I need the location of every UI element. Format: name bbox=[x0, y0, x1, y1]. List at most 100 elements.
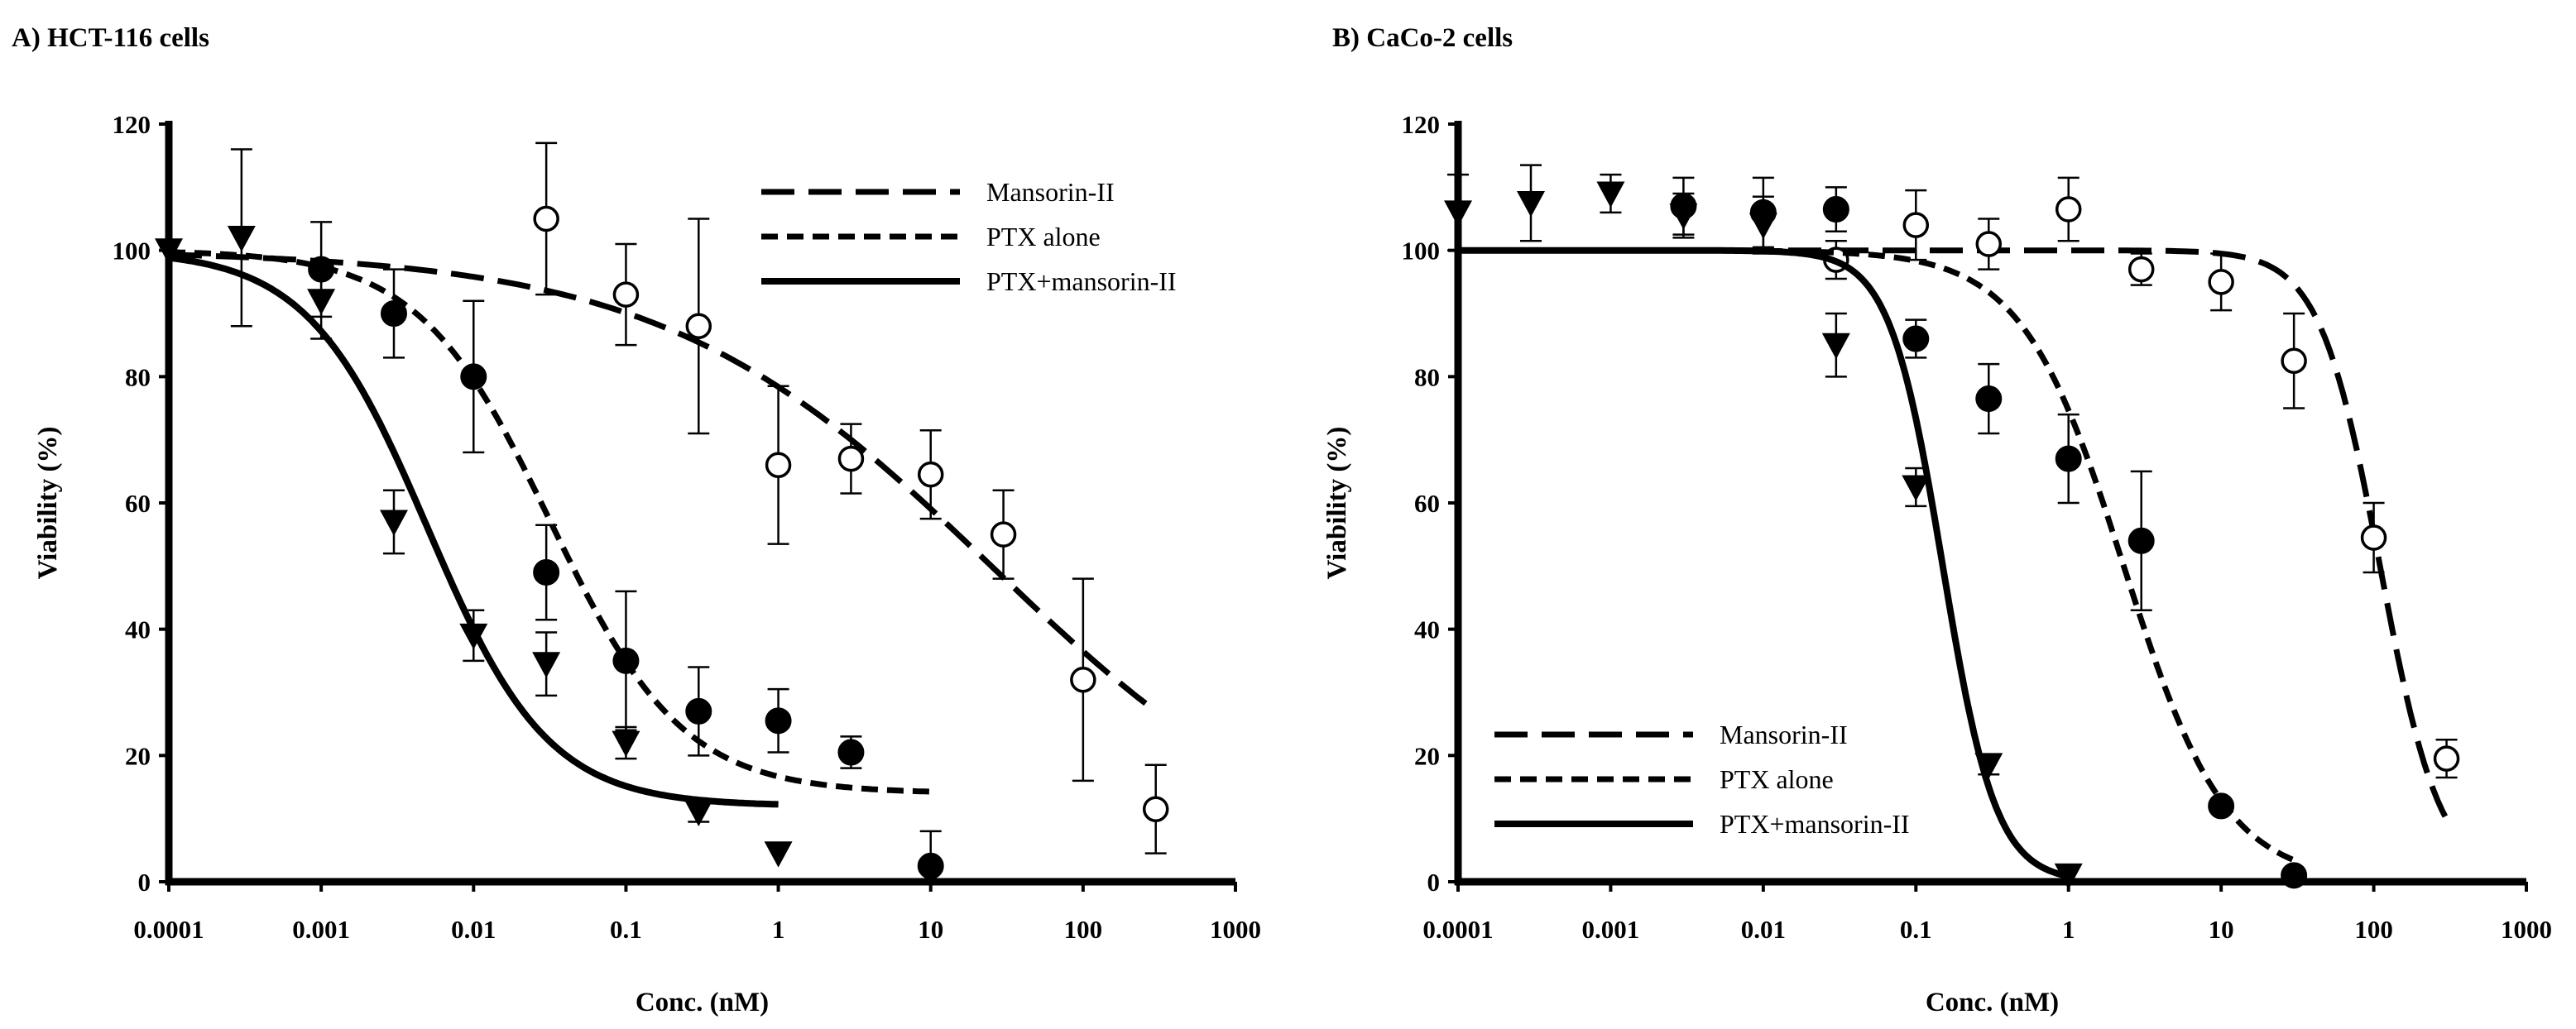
data-point bbox=[917, 852, 944, 879]
legend-label: PTX+mansorin-II bbox=[1720, 809, 1910, 839]
data-point bbox=[917, 461, 944, 488]
y-tick-label: 100 bbox=[113, 237, 151, 266]
x-tick-label: 0.1 bbox=[610, 915, 642, 944]
data-point bbox=[1974, 753, 2003, 779]
series-ptx-mansorin-ii bbox=[155, 148, 793, 868]
data-point bbox=[1516, 190, 1545, 218]
legend-label: Mansorin-II bbox=[986, 177, 1115, 207]
legend: Mansorin-II PTX alone PTX+mansorin-II bbox=[1494, 720, 1910, 839]
data-point bbox=[380, 510, 409, 536]
data-point bbox=[2127, 256, 2155, 283]
data-point bbox=[764, 841, 793, 868]
y-tick-label: 80 bbox=[125, 362, 151, 391]
data-point bbox=[684, 800, 713, 827]
x-axis-title: Conc. (nM) bbox=[636, 988, 769, 1017]
data-point bbox=[2281, 862, 2308, 889]
x-tick-label: 1 bbox=[772, 915, 785, 944]
data-point bbox=[990, 521, 1017, 548]
x-tick-label: 0.001 bbox=[1582, 915, 1640, 944]
y-tick-label: 120 bbox=[113, 110, 151, 139]
chart-panel-a: A) HCT-116 cells 0 20 40 60 80 100 120 0.0001 0.0… bbox=[12, 23, 1261, 1017]
y-tick-label: 40 bbox=[1414, 615, 1440, 644]
series-ptx-alone bbox=[168, 221, 944, 883]
data-point bbox=[1902, 212, 1930, 238]
legend-label: PTX alone bbox=[986, 222, 1101, 251]
data-point bbox=[532, 652, 561, 678]
y-tick-label: 80 bbox=[1414, 362, 1440, 391]
data-point bbox=[1902, 475, 1931, 501]
data-point bbox=[2433, 745, 2460, 772]
data-point bbox=[533, 205, 559, 232]
legend-label: PTX alone bbox=[1720, 764, 1834, 794]
data-point bbox=[837, 445, 865, 472]
data-point bbox=[460, 363, 487, 390]
data-point bbox=[1596, 181, 1625, 208]
x-tick-label: 0.1 bbox=[1900, 915, 1932, 944]
data-point bbox=[1975, 231, 2003, 257]
data-point bbox=[2208, 792, 2235, 820]
data-point bbox=[381, 300, 408, 327]
y-tick-label: 20 bbox=[125, 741, 151, 770]
fit-curve bbox=[1458, 247, 2295, 864]
data-point bbox=[1902, 325, 1930, 352]
data-point bbox=[1975, 385, 2003, 413]
data-point bbox=[227, 225, 256, 252]
fit-curve bbox=[168, 249, 931, 795]
data-point bbox=[2208, 269, 2234, 295]
x-tick-label: 10 bbox=[918, 915, 943, 944]
x-tick-label: 10 bbox=[2209, 915, 2234, 944]
data-point bbox=[2281, 347, 2307, 374]
series-mansorin-ii bbox=[168, 141, 1169, 854]
data-point bbox=[533, 558, 560, 586]
data-point bbox=[1749, 213, 1777, 240]
data-point bbox=[765, 452, 792, 478]
x-tick-label: 1000 bbox=[1210, 915, 1261, 944]
series-ptx-mansorin-ii bbox=[1444, 164, 2083, 890]
x-tick-label: 100 bbox=[2354, 915, 2393, 944]
fit-curve bbox=[168, 251, 1158, 714]
data-point bbox=[2055, 196, 2082, 223]
x-tick-label: 0.01 bbox=[1741, 915, 1786, 944]
data-point bbox=[1142, 796, 1169, 822]
x-tick-label: 100 bbox=[1064, 915, 1103, 944]
data-point bbox=[459, 623, 488, 650]
y-tick-label: 40 bbox=[125, 615, 151, 644]
x-tick-label: 0.01 bbox=[451, 915, 496, 944]
data-point bbox=[307, 289, 336, 315]
y-tick-label: 100 bbox=[1402, 237, 1441, 266]
y-axis-title: Viability (%) bbox=[33, 427, 63, 580]
legend-label: PTX+mansorin-II bbox=[986, 266, 1177, 296]
y-tick-label: 120 bbox=[1402, 110, 1441, 139]
data-point bbox=[2055, 445, 2082, 472]
y-tick-label: 20 bbox=[1414, 741, 1440, 770]
y-tick-label: 0 bbox=[1427, 868, 1441, 897]
y-tick-label: 60 bbox=[1414, 489, 1440, 518]
legend: Mansorin-II PTX alone PTX+mansorin-II bbox=[761, 177, 1177, 296]
chart-panel-b: B) CaCo-2 cells 0 20 40 60 80 100 120 0.0001 0.00… bbox=[1322, 23, 2552, 1017]
data-point bbox=[155, 238, 183, 265]
data-point bbox=[2360, 524, 2387, 551]
y-tick-label: 0 bbox=[138, 868, 151, 897]
x-tick-label: 1000 bbox=[2501, 915, 2552, 944]
data-point bbox=[612, 281, 640, 308]
data-point bbox=[1070, 666, 1096, 693]
data-point bbox=[2127, 527, 2155, 554]
data-point bbox=[2054, 863, 2083, 890]
panel-title: A) HCT-116 cells bbox=[12, 23, 209, 53]
data-point bbox=[1821, 333, 1850, 360]
data-point bbox=[1444, 200, 1472, 227]
data-point bbox=[612, 647, 640, 674]
data-point bbox=[685, 697, 712, 725]
y-tick-label: 60 bbox=[125, 489, 151, 518]
x-tick-label: 0.0001 bbox=[133, 915, 204, 944]
x-tick-label: 1 bbox=[2062, 915, 2075, 944]
data-point bbox=[685, 313, 712, 340]
legend-label: Mansorin-II bbox=[1720, 720, 1848, 749]
data-point bbox=[612, 730, 640, 758]
data-point bbox=[1669, 203, 1698, 230]
y-axis-title: Viability (%) bbox=[1322, 427, 1352, 580]
x-tick-label: 0.001 bbox=[292, 915, 350, 944]
x-tick-label: 0.0001 bbox=[1422, 915, 1493, 944]
panel-title: B) CaCo-2 cells bbox=[1332, 23, 1513, 53]
